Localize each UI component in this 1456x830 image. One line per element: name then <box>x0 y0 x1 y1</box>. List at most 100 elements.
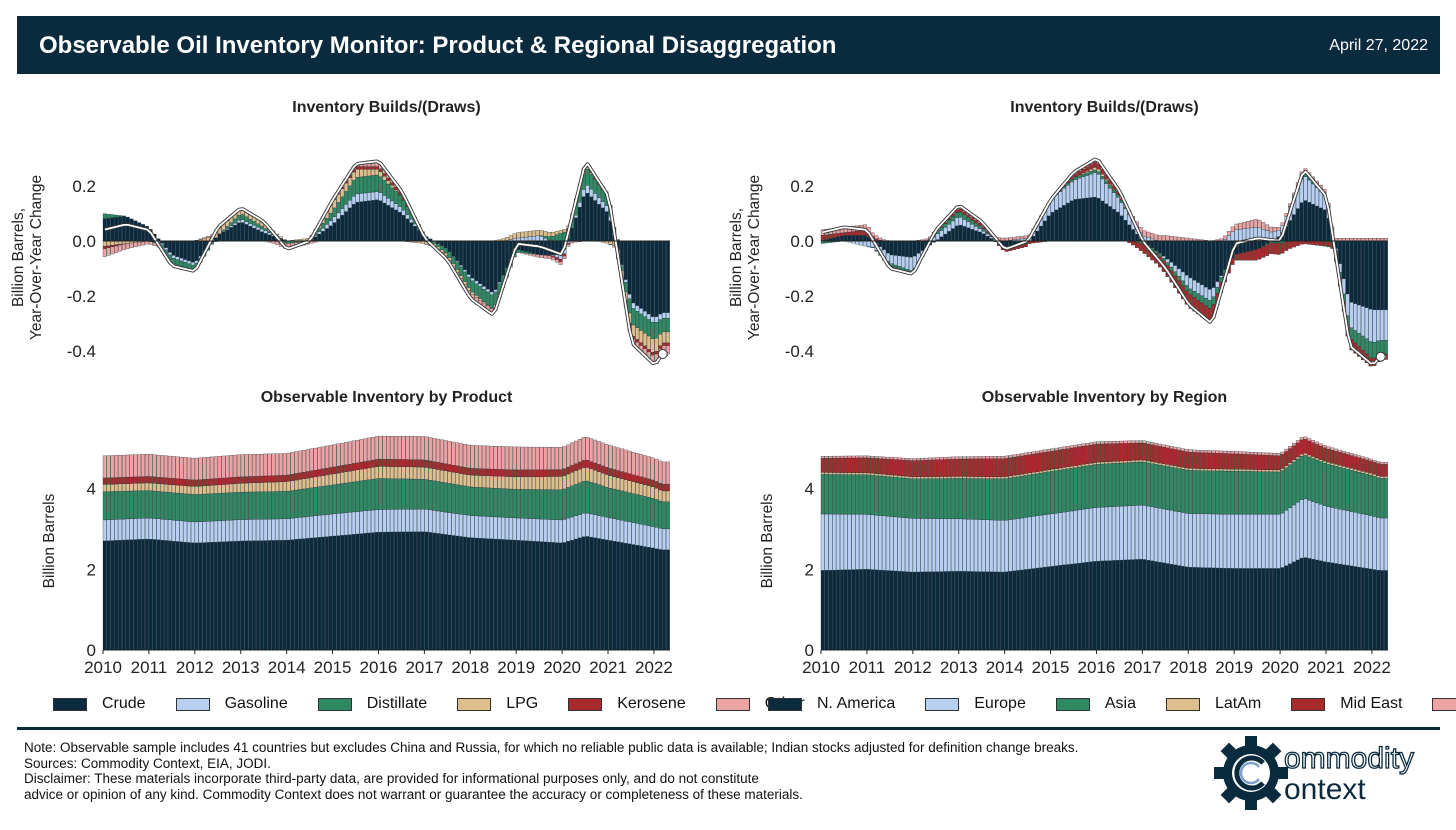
bar-distillate <box>547 236 552 241</box>
bar-distillate <box>635 311 640 328</box>
bar-other <box>616 447 620 471</box>
bar-n-america <box>897 571 902 651</box>
bar-mid-east <box>1096 443 1101 463</box>
bar-mid-east <box>1242 454 1247 470</box>
bar-gasoline <box>298 517 303 540</box>
bar-latam <box>1157 462 1162 466</box>
bar-lpg <box>574 470 578 485</box>
bar-europe <box>1330 507 1335 564</box>
bar-kerosene <box>194 479 199 487</box>
bar-other <box>148 454 153 477</box>
bar-europe <box>1203 286 1208 299</box>
bar-distillate <box>190 494 195 523</box>
bar-lpg <box>256 482 260 492</box>
bar-africa <box>1058 447 1063 451</box>
bar-latam <box>1242 469 1247 472</box>
bar-n-america <box>1276 568 1281 651</box>
bar-lpg <box>233 483 237 493</box>
bar-n-america <box>1161 240 1166 257</box>
bar-n-america <box>1299 557 1304 651</box>
bar-mid-east <box>1081 168 1086 174</box>
bar-other <box>359 439 364 463</box>
bar-europe <box>862 240 867 247</box>
bar-n-america <box>1318 560 1323 651</box>
bar-mid-east <box>974 458 978 477</box>
bar-africa <box>1000 237 1005 241</box>
bar-europe <box>1119 202 1124 216</box>
bar-other <box>202 457 207 480</box>
bar-distillate <box>382 478 387 510</box>
bar-mid-east <box>840 457 844 473</box>
bar-mid-east <box>901 459 906 477</box>
bar-gasoline <box>558 519 563 544</box>
bar-kerosene <box>183 479 188 486</box>
x-tick-label: 2014 <box>268 658 306 677</box>
bar-europe <box>866 514 871 570</box>
bar-n-america <box>889 570 894 651</box>
bar-latam <box>882 474 886 477</box>
bar-kerosene <box>336 465 341 474</box>
bar-other <box>175 456 180 479</box>
bar-asia <box>958 211 963 218</box>
bar-crude <box>474 537 479 651</box>
bar-mid-east <box>1253 249 1258 261</box>
bar-europe <box>1368 309 1373 342</box>
bar-mid-east <box>1280 454 1285 469</box>
bar-other <box>501 446 506 470</box>
bar-distillate <box>478 487 483 517</box>
bar-gasoline <box>409 219 414 223</box>
bar-latam <box>1200 468 1204 471</box>
bar-gasoline <box>175 256 180 260</box>
bar-asia <box>1338 467 1342 510</box>
bar-africa <box>1192 449 1197 453</box>
bar-africa <box>1223 235 1227 240</box>
bar-africa <box>1223 450 1227 454</box>
bar-n-america <box>970 229 975 242</box>
bar-other <box>554 259 559 263</box>
bar-crude <box>125 539 130 651</box>
bar-n-america <box>1303 557 1308 651</box>
bar-africa <box>1246 221 1250 229</box>
bar-other <box>317 447 322 470</box>
bar-crude <box>593 537 598 651</box>
bar-distillate <box>474 283 479 296</box>
bar-asia <box>1280 470 1285 514</box>
bar-crude <box>263 540 268 651</box>
bar-distillate <box>478 286 483 299</box>
bar-crude <box>328 225 333 242</box>
bar-crude <box>654 548 659 651</box>
bar-lpg <box>397 466 402 479</box>
bar-africa <box>1180 237 1185 242</box>
bar-other <box>305 449 310 472</box>
bar-asia <box>1161 258 1166 262</box>
bar-lpg <box>520 231 525 238</box>
bar-lpg <box>344 182 348 192</box>
bar-africa <box>958 456 963 460</box>
bar-africa <box>1157 443 1162 447</box>
bar-other <box>531 446 536 470</box>
bar-distillate <box>501 488 506 518</box>
bar-gasoline <box>447 512 452 536</box>
bar-crude <box>528 540 532 651</box>
y-axis-label: Billion Barrels,Year-Over-Year Change <box>728 175 763 340</box>
bar-lpg <box>650 338 655 353</box>
bar-lpg <box>505 237 509 241</box>
net-change-line <box>104 160 669 365</box>
bar-crude <box>156 539 161 651</box>
bar-kerosene <box>363 166 368 170</box>
bar-other <box>206 457 211 480</box>
bar-distillate <box>317 486 322 516</box>
bar-africa <box>1288 446 1293 449</box>
bar-africa <box>1253 219 1258 228</box>
bar-lpg <box>167 484 172 493</box>
bar-crude <box>386 531 391 651</box>
bar-europe <box>1039 515 1043 568</box>
bar-n-america <box>1027 568 1032 651</box>
bar-asia <box>1154 464 1158 508</box>
bar-latam <box>1341 466 1346 469</box>
bar-asia <box>1100 176 1105 180</box>
bar-latam <box>1272 469 1277 473</box>
bar-gasoline <box>493 289 498 293</box>
bar-crude <box>259 231 264 242</box>
bar-lpg <box>106 240 111 246</box>
